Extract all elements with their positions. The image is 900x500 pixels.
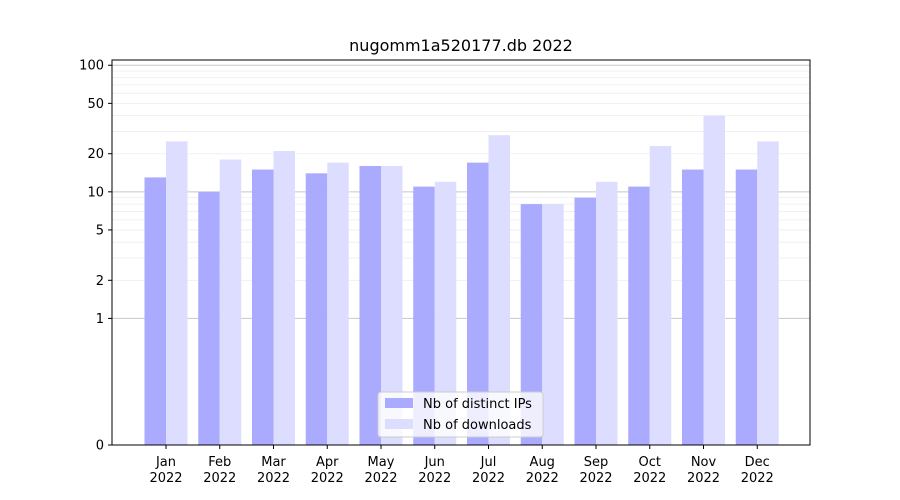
bar-distinct-ips xyxy=(520,204,543,445)
bar-distinct-ips xyxy=(574,197,596,445)
bar-downloads xyxy=(542,204,564,445)
chart-title: nugomm1a520177.db 2022 xyxy=(349,36,573,55)
plot-area xyxy=(111,59,811,446)
y-tick-label: 10 xyxy=(87,185,104,200)
x-tick-label: Aug 2022 xyxy=(526,455,559,486)
y-tick-label: 2 xyxy=(96,274,104,289)
bar-downloads xyxy=(757,141,779,445)
legend-label: Nb of distinct IPs xyxy=(423,397,532,412)
bar-downloads xyxy=(219,159,242,445)
x-axis: Jan 2022 Feb 2022 Mar 2022 Apr 2022 May 2022 Jun 20… xyxy=(149,445,774,486)
bar-distinct-ips xyxy=(359,165,381,446)
x-tick-label: Apr 2022 xyxy=(311,455,344,486)
y-axis: 0 1 2 5 10 20 50 100 xyxy=(79,59,112,454)
y-tick-label: 50 xyxy=(87,97,104,112)
bar-downloads xyxy=(166,141,188,445)
y-tick-label: 0 xyxy=(96,439,104,454)
bar-distinct-ips xyxy=(305,173,328,445)
x-tick-label: Jan 2022 xyxy=(149,455,182,486)
bar-downloads xyxy=(327,162,349,445)
legend: Nb of distinct IPs Nb of downloads xyxy=(377,391,544,438)
bar-downloads xyxy=(381,165,403,446)
bar-distinct-ips xyxy=(467,162,489,445)
x-tick-label: Jul 2022 xyxy=(472,455,505,486)
bars xyxy=(144,115,779,446)
y-tick-label: 1 xyxy=(96,312,104,327)
bar-downloads xyxy=(596,181,618,445)
legend-swatch xyxy=(385,419,413,429)
bar-downloads xyxy=(488,135,510,445)
bar-downloads xyxy=(703,115,725,445)
bar-distinct-ips xyxy=(413,186,435,446)
bar-distinct-ips xyxy=(198,191,220,445)
x-tick-label: Mar 2022 xyxy=(257,455,290,486)
y-tick-label: 5 xyxy=(96,223,104,238)
x-tick-label: Nov 2022 xyxy=(687,455,720,486)
x-tick-label: May 2022 xyxy=(364,455,397,486)
legend-label: Nb of downloads xyxy=(423,418,532,433)
bar-distinct-ips xyxy=(144,177,166,446)
legend-swatch xyxy=(385,398,413,408)
x-tick-label: Sep 2022 xyxy=(579,455,612,486)
x-tick-label: Dec 2022 xyxy=(741,455,774,486)
bar-downloads xyxy=(273,151,295,445)
x-tick-label: Jun 2022 xyxy=(418,455,451,486)
bar-downloads xyxy=(434,181,457,445)
y-tick-label: 20 xyxy=(87,147,104,162)
y-tick-label: 100 xyxy=(79,59,104,74)
bar-distinct-ips xyxy=(628,186,650,446)
x-tick-label: Feb 2022 xyxy=(203,455,236,486)
bar-distinct-ips xyxy=(252,169,274,445)
bar-distinct-ips xyxy=(735,169,758,445)
legend-box xyxy=(377,391,544,438)
bar-downloads xyxy=(649,146,672,445)
x-tick-label: Oct 2022 xyxy=(633,455,666,486)
bar-distinct-ips xyxy=(682,169,704,445)
